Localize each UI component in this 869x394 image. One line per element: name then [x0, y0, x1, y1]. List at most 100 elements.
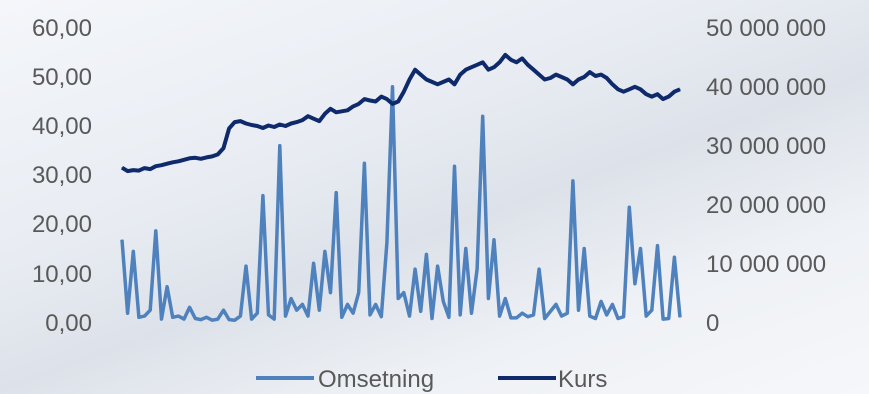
data-point-omsetning — [527, 316, 529, 318]
left-tick-label: 0,00 — [45, 310, 92, 337]
data-point-omsetning — [138, 316, 140, 318]
data-point-kurs — [228, 127, 230, 129]
data-point-omsetning — [538, 268, 540, 270]
data-point-omsetning — [471, 312, 472, 314]
data-point-kurs — [533, 69, 534, 71]
data-point-omsetning — [206, 316, 207, 318]
data-point-kurs — [617, 88, 619, 90]
data-point-omsetning — [347, 303, 348, 305]
data-point-omsetning — [279, 145, 281, 147]
data-point-omsetning — [183, 318, 185, 320]
data-point-omsetning — [335, 192, 337, 194]
series-kurs — [120, 52, 681, 174]
data-point-omsetning — [414, 268, 416, 270]
data-point-kurs — [194, 157, 196, 159]
data-point-omsetning — [234, 319, 236, 321]
data-point-omsetning — [431, 318, 433, 319]
data-point-kurs — [386, 98, 388, 100]
data-point-omsetning — [521, 312, 523, 314]
data-point-omsetning — [223, 309, 224, 311]
series-line-kurs — [120, 52, 681, 174]
data-point-omsetning — [307, 315, 309, 317]
right-tick-label: 50 000 000 — [706, 15, 826, 42]
data-point-omsetning — [611, 303, 613, 305]
data-point-kurs — [431, 81, 433, 83]
data-point-kurs — [239, 120, 241, 122]
data-point-omsetning — [442, 300, 444, 302]
data-point-omsetning — [397, 298, 399, 299]
data-point-kurs — [318, 120, 320, 122]
data-point-omsetning — [499, 315, 501, 317]
data-point-kurs — [380, 96, 382, 98]
plot-area — [120, 52, 682, 322]
data-point-kurs — [673, 91, 675, 93]
legend: Omsetning Kurs — [256, 366, 607, 393]
data-point-kurs — [640, 88, 641, 90]
data-point-kurs — [245, 123, 247, 124]
left-tick-label: 20,00 — [32, 211, 92, 238]
legend-label-kurs: Kurs — [558, 366, 607, 393]
data-point-omsetning — [482, 115, 484, 117]
data-point-omsetning — [561, 315, 563, 317]
data-point-omsetning — [352, 312, 354, 314]
data-point-omsetning — [239, 315, 241, 317]
data-point-omsetning — [380, 316, 382, 318]
data-point-omsetning — [487, 298, 489, 299]
data-point-omsetning — [121, 239, 123, 241]
data-point-omsetning — [211, 319, 213, 321]
data-point-omsetning — [516, 317, 517, 319]
data-point-kurs — [313, 118, 315, 120]
data-point-omsetning — [645, 315, 647, 317]
data-point-kurs — [471, 66, 472, 68]
data-point-omsetning — [166, 286, 168, 288]
data-point-omsetning — [375, 303, 377, 305]
data-point-kurs — [595, 75, 596, 77]
data-point-omsetning — [600, 300, 602, 302]
data-point-omsetning — [386, 242, 388, 244]
right-tick-label: 0 — [706, 310, 719, 337]
data-point-kurs — [504, 54, 506, 56]
data-point-omsetning — [330, 292, 331, 294]
data-point-kurs — [425, 79, 427, 80]
data-point-omsetning — [296, 309, 298, 311]
data-point-kurs — [251, 124, 253, 126]
data-point-omsetning — [673, 256, 675, 258]
data-point-kurs — [369, 100, 371, 101]
data-point-kurs — [341, 110, 343, 112]
left-tick-label: 40,00 — [32, 113, 92, 140]
data-point-kurs — [347, 109, 348, 111]
data-point-omsetning — [172, 316, 174, 318]
data-point-omsetning — [392, 86, 393, 88]
data-point-kurs — [217, 153, 219, 155]
data-point-omsetning — [301, 303, 303, 305]
data-point-kurs — [662, 98, 664, 100]
data-point-omsetning — [324, 250, 326, 252]
right-tick-label: 40 000 000 — [706, 74, 826, 101]
series-omsetning — [120, 85, 682, 322]
data-point-kurs — [290, 123, 292, 124]
data-point-kurs — [149, 168, 151, 170]
data-point-kurs — [307, 115, 309, 117]
data-point-kurs — [544, 79, 546, 80]
data-point-kurs — [600, 74, 602, 76]
data-point-kurs — [516, 61, 517, 63]
data-point-omsetning — [595, 318, 596, 319]
data-point-kurs — [397, 101, 399, 102]
data-point-kurs — [296, 121, 298, 123]
data-point-kurs — [375, 101, 377, 102]
data-point-kurs — [679, 88, 681, 90]
data-point-kurs — [301, 119, 303, 121]
data-point-kurs — [161, 164, 162, 166]
data-point-omsetning — [144, 315, 145, 317]
data-point-kurs — [223, 147, 224, 149]
left-tick-label: 10,00 — [32, 261, 92, 288]
left-tick-label: 30,00 — [32, 162, 92, 189]
data-point-omsetning — [504, 298, 506, 299]
data-point-kurs — [414, 69, 416, 71]
data-point-kurs — [578, 79, 579, 80]
data-point-omsetning — [617, 318, 619, 319]
data-point-kurs — [206, 156, 207, 158]
data-point-kurs — [561, 76, 563, 78]
data-point-omsetning — [313, 262, 315, 264]
